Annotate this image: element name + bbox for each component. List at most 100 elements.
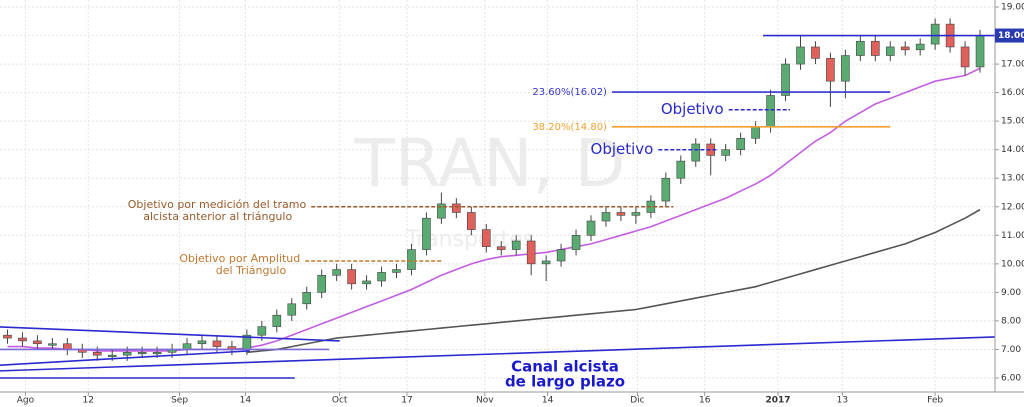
y-tick-label: 11.00: [1001, 231, 1024, 241]
candle-body: [631, 212, 641, 216]
candle-body: [18, 337, 27, 342]
candle-body: [272, 314, 282, 327]
candle-body: [616, 212, 626, 216]
annotation-label: 38.20%(14.80): [532, 122, 607, 133]
candle-body: [437, 203, 446, 219]
candle-body: [3, 334, 12, 339]
y-tick-label: 8.00: [1001, 316, 1021, 326]
price-tag: [995, 28, 1024, 43]
annotation-label: Objetivo por Amplitud: [179, 252, 300, 265]
x-tick-label: 12: [83, 396, 94, 406]
trendline: [0, 326, 340, 342]
candle-body: [362, 280, 371, 285]
price-tag-label: 18.00: [998, 31, 1024, 41]
candle-body: [257, 326, 267, 336]
candle-body: [182, 343, 192, 350]
y-tick-label: 16.00: [1001, 88, 1024, 98]
y-tick-label: 10.00: [1001, 259, 1024, 269]
y-tick-label: 7.00: [1001, 345, 1021, 355]
candle-body: [766, 95, 775, 128]
x-tick-label: Sep: [171, 396, 188, 406]
candle-body: [152, 352, 162, 355]
y-tick-label: 14.00: [1001, 145, 1024, 155]
candle-body: [407, 249, 416, 270]
x-tick-label: 16: [699, 396, 711, 406]
candle-body: [332, 269, 341, 276]
candle-body: [811, 46, 820, 59]
channel-label: de largo plazo: [505, 373, 625, 391]
candle-body: [885, 46, 895, 56]
y-tick-label: 13.00: [1001, 174, 1024, 184]
candle-body: [871, 40, 880, 56]
y-tick-label: 9.00: [1001, 288, 1021, 298]
candle-body: [347, 269, 356, 285]
x-tick-label: Feb: [927, 396, 943, 406]
x-tick-label: Nov: [476, 396, 494, 406]
candle-body: [975, 35, 985, 68]
candle-body: [481, 229, 491, 248]
candle-body: [122, 352, 132, 356]
candle-body: [107, 354, 117, 357]
candle-body: [856, 40, 865, 56]
annotation-label: 23.60%(16.02): [532, 87, 607, 98]
x-tick-label: Oct: [332, 396, 348, 406]
candle-body: [676, 160, 686, 179]
candle-body: [467, 212, 476, 230]
x-tick-label: Dic: [630, 396, 644, 406]
annotation-label: del Triángulo: [216, 264, 287, 277]
candle-body: [796, 46, 805, 65]
trendline: [0, 350, 250, 366]
plot-area: [0, 18, 995, 379]
candle-body: [586, 220, 596, 236]
x-tick-label: 14: [240, 396, 252, 406]
trendline: [0, 336, 995, 372]
channel-label: Canal alcista: [511, 358, 619, 376]
x-tick-label: 14: [542, 396, 554, 406]
annotation-label: Objetivo: [591, 140, 654, 158]
candle-body: [930, 23, 940, 45]
candle-body: [826, 58, 835, 82]
annotation-label: Objetivo por medición del tramo: [128, 198, 307, 211]
annotation-label: Objetivo: [661, 100, 724, 118]
candle-body: [900, 46, 910, 51]
candle-body: [302, 292, 312, 305]
candle-body: [541, 260, 551, 265]
x-tick-label: 17: [401, 396, 412, 406]
candle-body: [736, 137, 745, 150]
candle-body: [915, 43, 925, 51]
candle-body: [526, 240, 536, 265]
candle-body: [137, 352, 147, 355]
x-tick-label: 13: [837, 396, 848, 406]
candle-body: [48, 343, 57, 346]
moving-average: [246, 208, 981, 354]
y-tick-label: 15.00: [1001, 117, 1024, 127]
candle-body: [377, 272, 386, 282]
candle-body: [751, 126, 760, 139]
candle-body: [392, 269, 401, 273]
candle-body: [511, 240, 521, 250]
candle-body: [92, 352, 102, 356]
candle-body: [287, 303, 297, 316]
candle-body: [197, 340, 207, 345]
candle-body: [721, 149, 730, 156]
candle-body: [33, 340, 42, 345]
candle-body: [691, 143, 701, 162]
watermark: TRAN, D: [354, 125, 626, 202]
candle-body: [496, 246, 506, 250]
candle-body: [601, 212, 611, 222]
candle-body: [452, 203, 461, 213]
x-tick-label: Ago: [17, 396, 35, 406]
y-tick-label: 12.00: [1001, 202, 1024, 212]
candle-body: [571, 235, 581, 250]
candle-body: [556, 249, 566, 262]
y-tick-label: 19.00: [1001, 2, 1024, 12]
y-tick-label: 6.00: [1001, 374, 1021, 384]
candle-body: [317, 274, 326, 293]
x-tick-label: 2017: [766, 396, 791, 406]
y-tick-label: 17.00: [1001, 60, 1024, 70]
candle-body: [781, 63, 790, 96]
candle-body: [422, 217, 431, 250]
candle-body: [63, 343, 72, 350]
